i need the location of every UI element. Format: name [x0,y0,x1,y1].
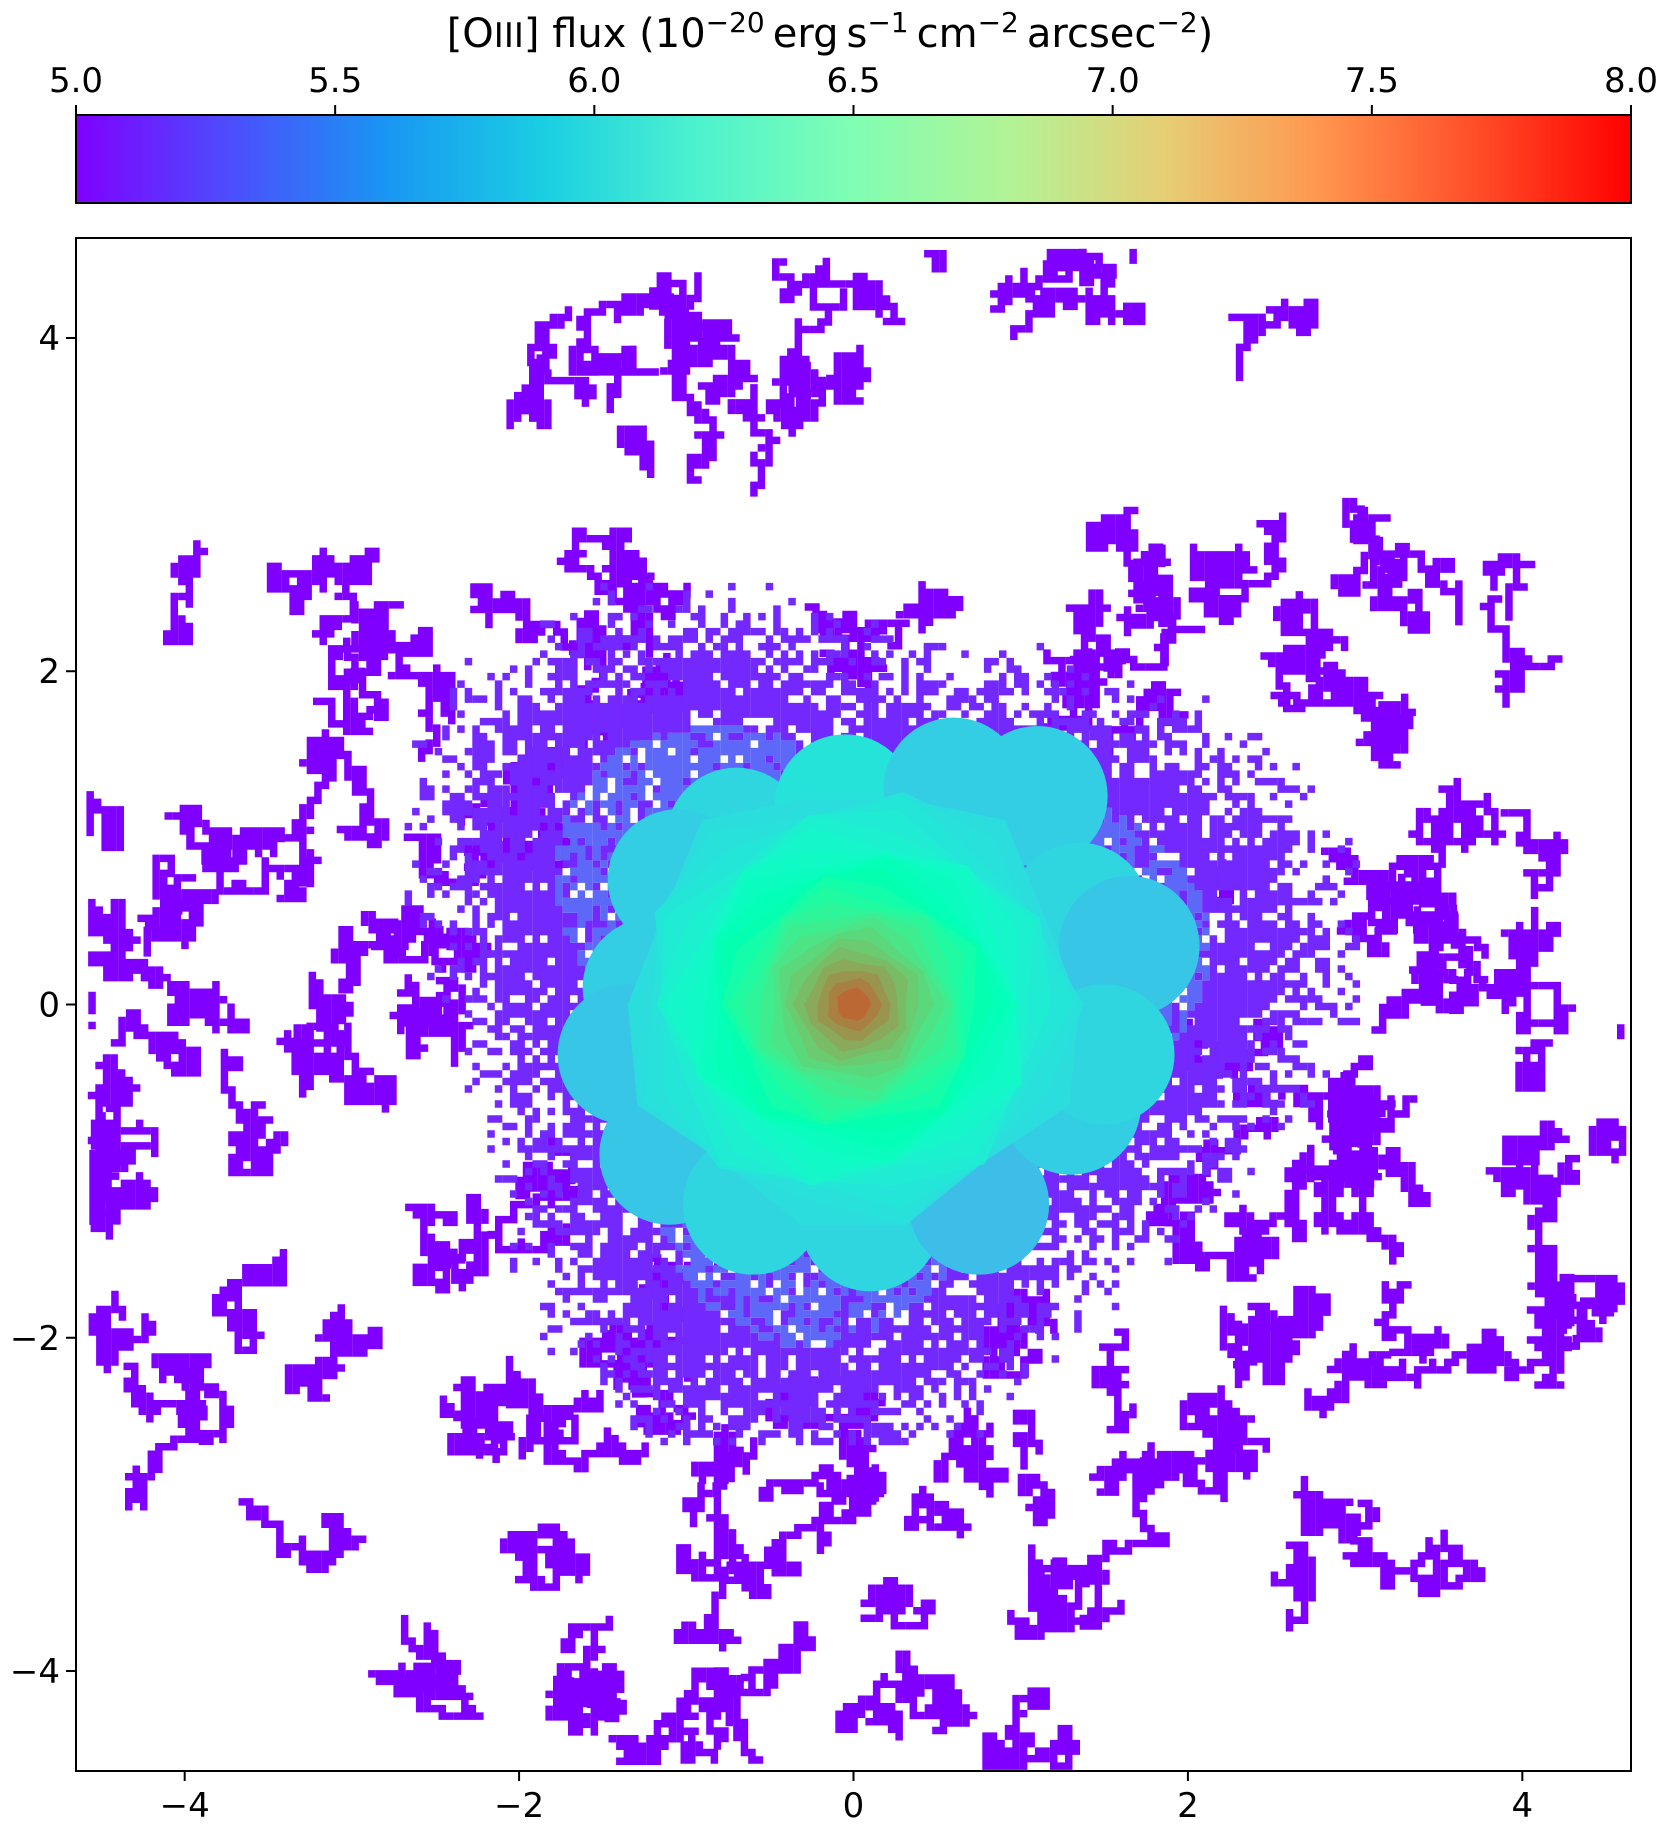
colorbar-tick-label: 5.5 [308,61,362,101]
colorbar-title: [OIII] flux (10−20 erg s−1 cm−2 arcsec−2) [447,6,1214,57]
x-tick-label: −4 [160,1786,210,1824]
voronoi-bin [1059,875,1200,1017]
y-tick-label: 2 [38,652,60,692]
x-tick-label: 2 [1177,1786,1199,1824]
noise-pixels [86,248,1627,1770]
colorbar-ticks: 5.0 5.5 6.0 6.5 7.0 7.5 8.0 [49,61,1658,115]
colorbar-tick-label: 5.0 [49,61,103,101]
colorbar-tick-label: 7.0 [1086,61,1140,101]
x-tick-label: −2 [494,1786,544,1824]
colorbar [75,114,1632,204]
x-tick-label: 0 [843,1786,865,1824]
x-axis-ticks: −4 −2 0 2 4 [160,1771,1533,1824]
noise-fragments [86,248,1627,1770]
colorbar-tick-label: 6.5 [826,61,880,101]
core-contour [837,987,872,1021]
y-tick-label: −2 [10,1319,60,1359]
y-axis-ticks: −4 −2 0 2 4 [10,319,76,1692]
x-tick-label: 4 [1511,1786,1533,1824]
core-gradient [627,791,1084,1226]
colorbar-tick-label: 8.0 [1604,61,1658,101]
y-tick-label: 0 [38,986,60,1026]
y-tick-label: 4 [38,319,60,359]
colorbar-tick-label: 6.0 [567,61,621,101]
y-tick-label: −4 [10,1652,60,1692]
flux-map-image [86,248,1627,1770]
colorbar-tick-label: 7.5 [1345,61,1399,101]
